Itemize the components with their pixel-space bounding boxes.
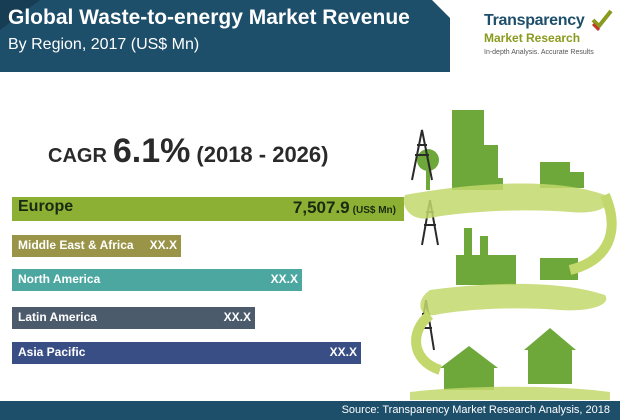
title-banner-shape bbox=[0, 0, 450, 72]
bar-value-number: 7,507.9 bbox=[292, 198, 350, 217]
logo-name: Transparency bbox=[484, 12, 585, 29]
bar-label: Middle East & Africa bbox=[18, 238, 134, 252]
bar-middle-east-africa: Middle East & Africa XX.X bbox=[12, 235, 181, 257]
bar-label: Latin America bbox=[18, 310, 97, 324]
bin-icon bbox=[494, 178, 503, 190]
title-banner: Global Waste-to-energy Market Revenue By… bbox=[0, 0, 450, 72]
footer-bar: Source: Transparency Market Research Ana… bbox=[0, 401, 620, 420]
bar-value-number: XX.X bbox=[270, 272, 298, 286]
logo-subname: Market Research bbox=[484, 31, 581, 45]
green-city-illustration bbox=[403, 110, 617, 400]
bar-value-label: XX.X bbox=[271, 272, 298, 286]
chart-title: Global Waste-to-energy Market Revenue bbox=[8, 6, 410, 29]
house-icon bbox=[444, 368, 494, 390]
bar-label: North America bbox=[18, 272, 101, 286]
road-curve bbox=[403, 183, 609, 219]
bar-value-number: XX.X bbox=[149, 238, 177, 252]
cagr-value: 6.1% bbox=[112, 132, 191, 170]
bar-label: Europe bbox=[18, 198, 74, 215]
bar-value-number: XX.X bbox=[329, 345, 357, 359]
bar-europe: Europe 7,507.9 (US$ Mn) bbox=[12, 197, 404, 221]
cagr-callout: CAGR 6.1% (2018 - 2026) bbox=[48, 132, 328, 171]
building-icon bbox=[452, 110, 484, 190]
recycling-truck-icon bbox=[540, 258, 578, 280]
cagr-period: (2018 - 2026) bbox=[196, 142, 329, 167]
power-pylon-icon bbox=[411, 129, 433, 181]
bar-asia-pacific: Asia Pacific XX.X bbox=[12, 342, 361, 364]
bar-value-label: XX.X bbox=[330, 345, 357, 359]
cagr-label: CAGR bbox=[48, 145, 107, 167]
logo-tagline: In-depth Analysis. Accurate Results bbox=[484, 49, 594, 56]
bar-value-label: XX.X bbox=[150, 238, 177, 252]
factory-icon bbox=[456, 255, 516, 285]
bar-value-label: XX.X bbox=[224, 310, 251, 324]
chart-subtitle: By Region, 2017 (US$ Mn) bbox=[8, 36, 200, 53]
home-icon bbox=[528, 348, 572, 384]
bar-value-number: XX.X bbox=[223, 310, 251, 324]
bar-value-unit: (US$ Mn) bbox=[352, 205, 396, 216]
truck-icon bbox=[540, 162, 570, 188]
source-note: Source: Transparency Market Research Ana… bbox=[341, 404, 610, 416]
bar-label: Asia Pacific bbox=[18, 345, 86, 359]
bar-north-america: North America XX.X bbox=[12, 269, 302, 291]
brand-logo: Transparency Market Research In-depth An… bbox=[476, 8, 616, 68]
bar-value-label: 7,507.9 (US$ Mn) bbox=[293, 198, 396, 218]
bar-latin-america: Latin America XX.X bbox=[12, 307, 255, 329]
checkmark-icon bbox=[591, 9, 613, 32]
